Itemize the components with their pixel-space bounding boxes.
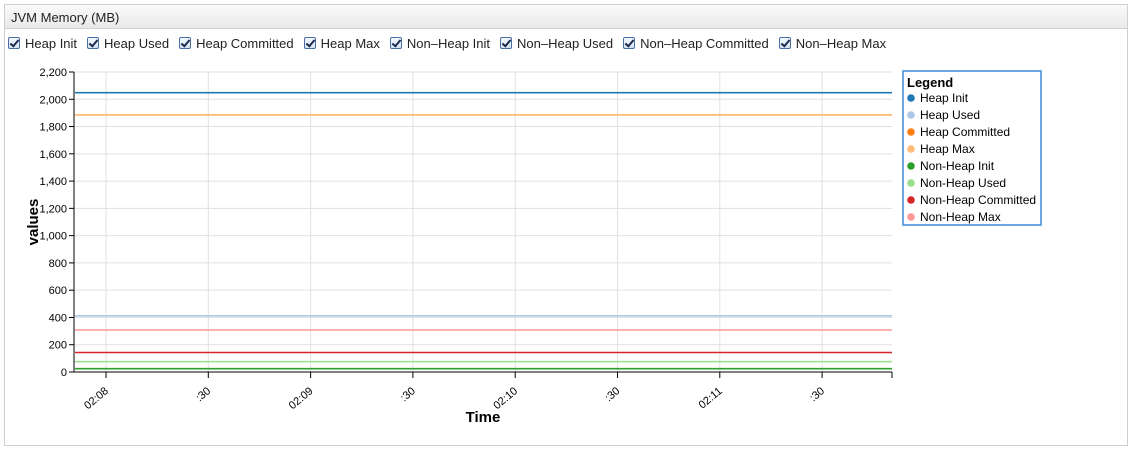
x-tick-label: 02:10: [491, 385, 520, 412]
axes: 0 200 400 600 800 1,000 1,200 1,400 1,600 1,800 2,…: [39, 67, 893, 412]
toggle-label: Non–Heap Used: [517, 35, 614, 51]
legend-swatch: [907, 111, 915, 119]
legend-swatch: [907, 162, 915, 170]
x-tick-label: 02:08: [82, 385, 111, 412]
toggle-label: Heap Committed: [196, 35, 294, 51]
toggle-label: Non–Heap Max: [795, 35, 887, 51]
legend-swatch: [907, 196, 915, 204]
toggle-label: Non–Heap Committed: [640, 35, 769, 51]
x-tick-label: :30: [603, 385, 622, 404]
y-tick-label: 600: [49, 285, 67, 297]
legend-item: Heap Init: [920, 91, 969, 105]
grid-lines: [74, 71, 892, 373]
legend-item: Heap Used: [920, 108, 980, 122]
checkbox-icon[interactable]: [87, 37, 100, 49]
toggle-non-heap-used[interactable]: Non–Heap Used: [500, 36, 613, 51]
legend-swatch: [907, 145, 915, 153]
series-lines: [75, 91, 892, 370]
legend-swatch: [907, 213, 915, 221]
toggle-non-heap-committed[interactable]: Non–Heap Committed: [623, 36, 769, 51]
x-tick-label: :30: [194, 385, 213, 404]
y-tick-label: 1,800: [39, 122, 67, 134]
toggle-heap-max[interactable]: Heap Max: [303, 35, 380, 51]
x-tick-label: 02:09: [287, 385, 316, 412]
legend-item: Non-Heap Max: [920, 210, 1001, 224]
legend-item: Heap Max: [920, 142, 975, 156]
y-tick-label: 200: [49, 340, 67, 352]
y-tick-label: 1,000: [39, 231, 67, 243]
y-tick-label: 800: [49, 258, 67, 270]
series-toggle-bar: Heap Init Heap Used Heap Committed Heap …: [8, 33, 896, 53]
y-axis-title: values: [25, 199, 42, 246]
legend-item: Heap Committed: [920, 125, 1010, 139]
x-tick-label: :30: [398, 385, 417, 404]
checkbox-icon[interactable]: [303, 37, 316, 49]
toggle-label: Non–Heap Init: [406, 35, 491, 51]
legend-swatch: [907, 179, 915, 187]
toggle-heap-init[interactable]: Heap Init: [8, 36, 77, 51]
x-tick-label: :30: [808, 385, 827, 404]
checkbox-icon[interactable]: [179, 37, 192, 49]
checkbox-icon[interactable]: [623, 37, 636, 49]
y-tick-label: 0: [61, 367, 67, 379]
y-tick-label: 1,600: [39, 149, 67, 161]
legend-title: Legend: [907, 75, 953, 90]
y-tick-label: 1,200: [39, 203, 67, 215]
toggle-heap-committed[interactable]: Heap Committed: [179, 36, 294, 51]
legend-item: Non-Heap Committed: [920, 193, 1036, 207]
y-tick-label: 400: [49, 312, 67, 324]
legend-swatch: [907, 94, 915, 102]
x-tick-label: 02:11: [697, 385, 725, 411]
toggle-non-heap-init[interactable]: Non–Heap Init: [389, 35, 491, 51]
legend-item: Non-Heap Init: [920, 159, 995, 173]
y-tick-label: 2,200: [39, 67, 67, 79]
x-axis-title: Time: [466, 409, 501, 426]
checkbox-icon[interactable]: [8, 37, 20, 49]
checkbox-icon[interactable]: [778, 37, 791, 49]
legend-box: [902, 70, 1042, 226]
y-tick-label: 1,400: [39, 176, 67, 188]
checkbox-icon[interactable]: [389, 37, 402, 49]
toggle-label: Heap Init: [25, 35, 78, 51]
checkbox-icon[interactable]: [500, 37, 513, 49]
toggle-non-heap-max[interactable]: Non–Heap Max: [778, 35, 887, 51]
legend-swatch: [907, 128, 915, 136]
toggle-label: Heap Used: [104, 35, 170, 51]
toggle-label: Heap Max: [320, 35, 380, 51]
legend-item: Non-Heap Used: [920, 176, 1006, 190]
y-tick-label: 2,000: [39, 94, 67, 106]
panel-title: JVM Memory (MB): [5, 5, 1127, 29]
toggle-heap-used[interactable]: Heap Used: [87, 36, 169, 51]
